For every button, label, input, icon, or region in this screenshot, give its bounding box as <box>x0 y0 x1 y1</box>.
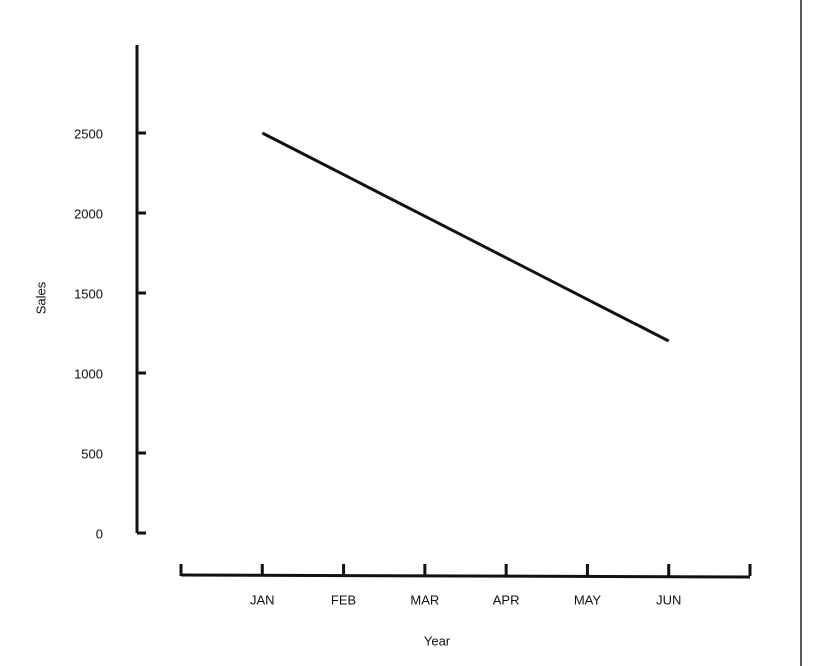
y-tick-label: 500 <box>81 446 103 461</box>
x-axis <box>180 573 751 579</box>
y-tick-label: 1500 <box>74 286 103 301</box>
y-tick-label: 2500 <box>74 126 103 141</box>
x-tick-label: APR <box>493 592 520 607</box>
y-axis-label: Sales <box>33 281 48 314</box>
y-tick-label: 0 <box>96 526 103 541</box>
x-tick-label: MAY <box>574 592 602 607</box>
x-tick-label: JAN <box>250 592 275 607</box>
x-axis-label: Year <box>424 633 451 648</box>
y-tick-label: 1000 <box>74 366 103 381</box>
x-tick-label: MAR <box>410 592 439 607</box>
x-tick-label: JUN <box>656 592 681 607</box>
sales-line <box>261 131 670 343</box>
y-tick-label: 2000 <box>74 206 103 221</box>
x-tick-label: FEB <box>331 592 356 607</box>
